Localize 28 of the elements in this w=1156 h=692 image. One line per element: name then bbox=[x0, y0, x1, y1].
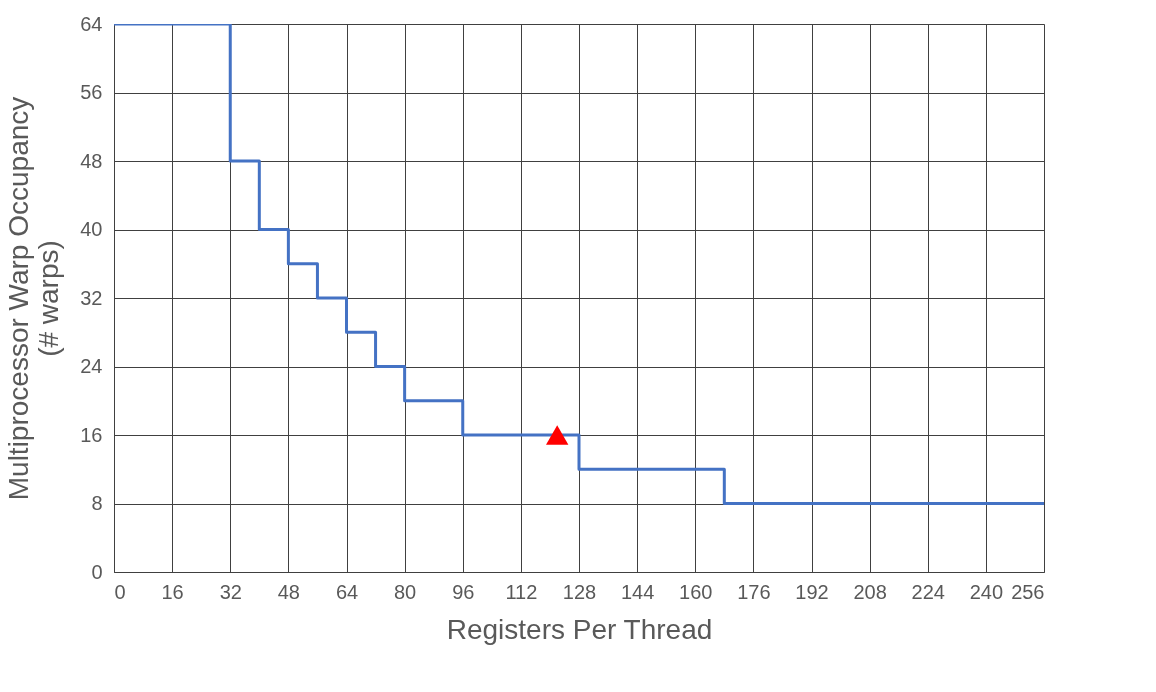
y-tick-label: 16 bbox=[80, 423, 103, 446]
y-tick-label: 64 bbox=[80, 12, 103, 35]
y-tick-label: 0 bbox=[91, 560, 103, 583]
y-tick-label: 48 bbox=[80, 149, 103, 172]
x-tick-label: 48 bbox=[277, 580, 300, 603]
x-tick-label: 64 bbox=[335, 580, 359, 603]
x-tick-label: 192 bbox=[795, 580, 829, 603]
y-tick-label: 40 bbox=[80, 218, 103, 240]
y-tick-label: 8 bbox=[91, 492, 103, 514]
x-tick-label: 240 bbox=[969, 580, 1004, 603]
x-tick-label: 80 bbox=[394, 580, 417, 603]
y-tick-label: 24 bbox=[80, 355, 103, 377]
y-tick-label: 56 bbox=[80, 81, 103, 103]
x-tick-label: 16 bbox=[161, 580, 184, 603]
y-axis-title: Multiprocessor Warp Occupancy (# warps) bbox=[3, 96, 65, 501]
y-tick-label: 32 bbox=[80, 286, 103, 309]
x-tick-label: 0 bbox=[114, 580, 126, 603]
x-tick-label: 176 bbox=[737, 580, 771, 603]
x-tick-label: 160 bbox=[679, 580, 713, 603]
x-tick-label: 96 bbox=[452, 580, 475, 603]
x-tick-label: 256 bbox=[1011, 580, 1045, 603]
x-tick-label: 144 bbox=[620, 580, 655, 603]
x-tick-label: 208 bbox=[853, 580, 887, 603]
x-tick-label: 224 bbox=[911, 580, 945, 603]
x-axis-title: Registers Per Thread bbox=[446, 613, 713, 645]
x-tick-label: 112 bbox=[505, 580, 538, 603]
x-tick-label: 32 bbox=[219, 580, 242, 603]
x-tick-label: 128 bbox=[562, 580, 597, 603]
